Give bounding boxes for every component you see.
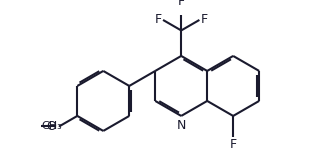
Text: N: N [177, 119, 186, 132]
Text: CH₃: CH₃ [41, 122, 62, 131]
Text: F: F [230, 138, 237, 151]
Text: F: F [178, 0, 185, 8]
Text: O: O [47, 120, 56, 133]
Text: F: F [201, 13, 208, 26]
Text: F: F [154, 13, 162, 26]
